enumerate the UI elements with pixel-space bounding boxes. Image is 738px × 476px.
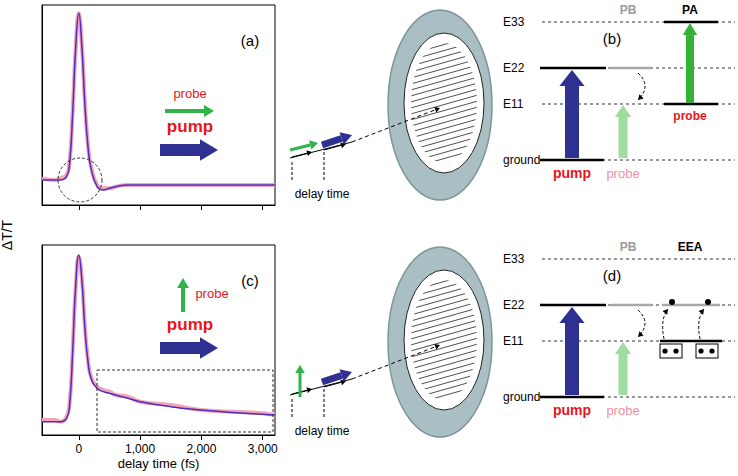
svg-text:ground: ground bbox=[503, 390, 540, 404]
svg-text:delay time: delay time bbox=[295, 187, 350, 201]
svg-text:pump: pump bbox=[553, 402, 591, 418]
svg-text:E11: E11 bbox=[503, 334, 524, 348]
svg-text:delay time: delay time bbox=[295, 424, 350, 438]
svg-text:delay time (fs): delay time (fs) bbox=[118, 456, 200, 471]
svg-text:(b): (b) bbox=[603, 30, 621, 47]
svg-text:E22: E22 bbox=[503, 61, 525, 75]
svg-text:(a): (a) bbox=[241, 32, 259, 49]
svg-text:(c): (c) bbox=[241, 272, 259, 289]
svg-text:E22: E22 bbox=[503, 298, 525, 312]
svg-text:probe: probe bbox=[606, 403, 639, 418]
svg-text:EEA: EEA bbox=[678, 240, 703, 254]
svg-text:E33: E33 bbox=[503, 15, 525, 29]
svg-text:1,000: 1,000 bbox=[125, 442, 155, 456]
svg-text:PB: PB bbox=[620, 3, 637, 17]
svg-text:PB: PB bbox=[620, 240, 637, 254]
svg-text:E33: E33 bbox=[503, 252, 525, 266]
svg-text:probe: probe bbox=[606, 166, 639, 181]
svg-text:probe: probe bbox=[195, 286, 228, 301]
svg-text:3,000: 3,000 bbox=[248, 442, 278, 456]
svg-text:PA: PA bbox=[682, 3, 698, 17]
svg-text:pump: pump bbox=[167, 315, 213, 334]
svg-text:probe: probe bbox=[173, 86, 206, 101]
svg-text:(d): (d) bbox=[603, 267, 621, 284]
svg-text:probe: probe bbox=[673, 109, 707, 123]
svg-text:E11: E11 bbox=[503, 97, 524, 111]
svg-text:ground: ground bbox=[503, 153, 540, 167]
svg-text:pump: pump bbox=[553, 165, 591, 181]
svg-text:0: 0 bbox=[75, 442, 82, 456]
svg-text:pump: pump bbox=[167, 117, 213, 136]
svg-text:ΔT/T: ΔT/T bbox=[0, 219, 15, 250]
svg-text:2,000: 2,000 bbox=[186, 442, 216, 456]
